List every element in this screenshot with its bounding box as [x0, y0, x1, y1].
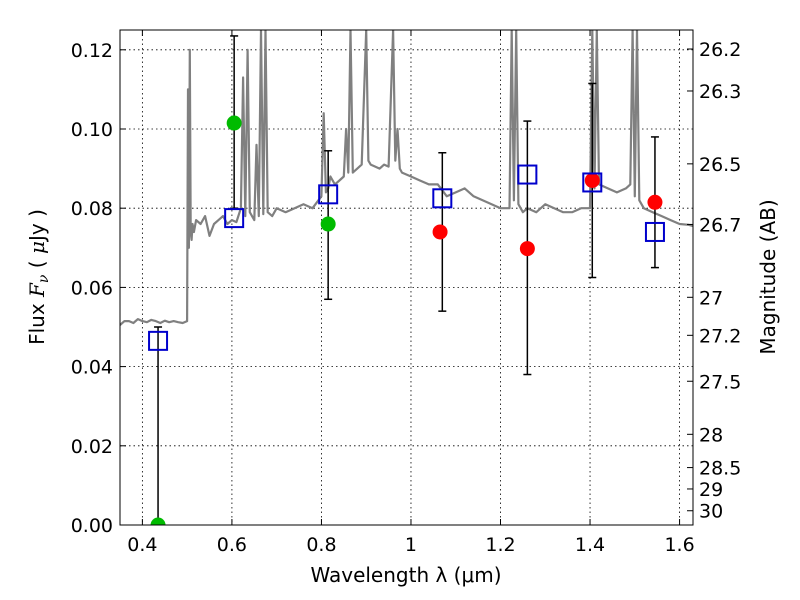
- y-axis-label-left: Flux Fν ( μJy ): [25, 209, 52, 345]
- x-tick-label: 0.6: [217, 534, 247, 556]
- y-axis-label-right: Magnitude (AB): [756, 199, 780, 354]
- model-point-square: [318, 184, 339, 205]
- right-tick-label: 26.2: [699, 39, 741, 61]
- right-tick-label: 27: [699, 287, 723, 309]
- y-tick-label: 0.00: [71, 515, 113, 537]
- right-tick-label: 26.3: [699, 81, 741, 103]
- y-tick-label: 0.08: [71, 198, 113, 220]
- x-tick-label: 0.4: [127, 534, 157, 556]
- model-point-square: [644, 221, 665, 242]
- model-point-square: [148, 330, 169, 351]
- x-axis-label: Wavelength λ (μm): [310, 563, 501, 587]
- right-tick-label: 28: [699, 424, 723, 446]
- x-tick-label: 1: [405, 534, 417, 556]
- spectrum-line: [120, 30, 693, 326]
- model-point-square: [517, 164, 538, 185]
- right-tick-label: 27.2: [699, 325, 741, 347]
- x-tick-label: 1.4: [575, 534, 605, 556]
- right-tick-label: 29: [699, 479, 723, 501]
- y-axis-ticks: 0.00 0.02 0.04 0.06 0.08 0.10 0.12: [71, 40, 126, 537]
- model-point-square: [582, 172, 603, 193]
- x-axis-ticks: 0.4 0.6 0.8 1 1.2 1.4 1.6: [127, 30, 695, 556]
- observed-point-green: [320, 216, 336, 232]
- right-tick-label: 30: [699, 501, 723, 523]
- right-tick-label: 26.5: [699, 154, 741, 176]
- observed-point-red: [647, 194, 663, 210]
- spectrum-layer: [120, 30, 693, 326]
- y-tick-label: 0.10: [71, 119, 113, 141]
- squares-layer: [148, 164, 665, 351]
- right-tick-label: 26.7: [699, 214, 741, 236]
- points-layer: [150, 115, 663, 525]
- observed-point-red: [432, 224, 448, 240]
- y-tick-label: 0.04: [71, 357, 113, 379]
- y-tick-label: 0.06: [71, 277, 113, 299]
- right-tick-label: 28.5: [699, 458, 741, 480]
- right-tick-label: 27.5: [699, 371, 741, 393]
- x-tick-label: 1.6: [664, 534, 694, 556]
- y-tick-label: 0.12: [71, 40, 113, 62]
- observed-point-green: [150, 517, 166, 525]
- observed-point-green: [226, 115, 242, 131]
- plot-area: [120, 30, 693, 525]
- x-tick-label: 0.8: [306, 534, 336, 556]
- y-tick-label: 0.02: [71, 436, 113, 458]
- model-point-square: [224, 208, 245, 229]
- plot-frame: [119, 29, 694, 526]
- model-point-square: [432, 188, 453, 209]
- x-tick-label: 1.2: [485, 534, 515, 556]
- observed-point-red: [584, 172, 600, 188]
- observed-point-red: [519, 241, 535, 257]
